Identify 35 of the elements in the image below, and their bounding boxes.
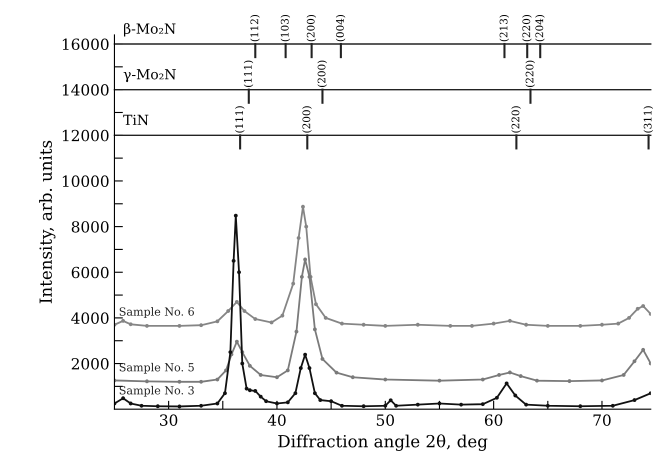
annotation: (311) [644, 106, 654, 133]
series-label: Sample No. 6 [120, 307, 194, 318]
x-tick-label: 50 [376, 414, 394, 426]
annotation: (103) [280, 14, 290, 42]
annotation: (111) [244, 60, 254, 87]
x-tick-label: 30 [160, 414, 178, 426]
annotation: (204) [535, 14, 545, 42]
ref-line-label: β-Mo₂N [124, 23, 176, 37]
y-tick-label: 6000 [72, 266, 109, 278]
y-tick-label: 16000 [62, 38, 109, 50]
y-axis-title: Intensity, arb. units [39, 140, 56, 304]
annotation: (200) [317, 60, 327, 87]
series-label: Sample No. 5 [120, 362, 194, 374]
y-tick-label: 8000 [72, 221, 109, 233]
annotation: (200) [302, 106, 312, 133]
series-label: Sample No. 3 [120, 386, 194, 397]
annotation: (004) [336, 14, 346, 42]
y-tick-label: 10000 [62, 175, 109, 187]
y-tick-label: 2000 [72, 358, 109, 370]
x-tick-label: 40 [268, 414, 286, 426]
annotation: (220) [525, 60, 535, 87]
x-tick-label: 60 [484, 414, 502, 426]
annotation: (220) [511, 106, 521, 133]
annotation: (200) [306, 14, 316, 42]
ref-line-label: γ-Mo₂N [124, 69, 176, 82]
annotation: (111) [235, 106, 245, 133]
y-tick-label: 14000 [62, 84, 109, 96]
x-tick-label: 70 [594, 414, 611, 426]
x-axis-title: Diffraction angle 2θ, deg [278, 434, 488, 451]
annotation: (112) [250, 14, 260, 42]
ref-line-label: TiN [123, 114, 148, 126]
annotation: (213) [499, 14, 509, 42]
annotation: (220) [522, 14, 532, 42]
y-tick-label: 12000 [62, 130, 109, 142]
y-tick-label: 4000 [71, 312, 109, 324]
